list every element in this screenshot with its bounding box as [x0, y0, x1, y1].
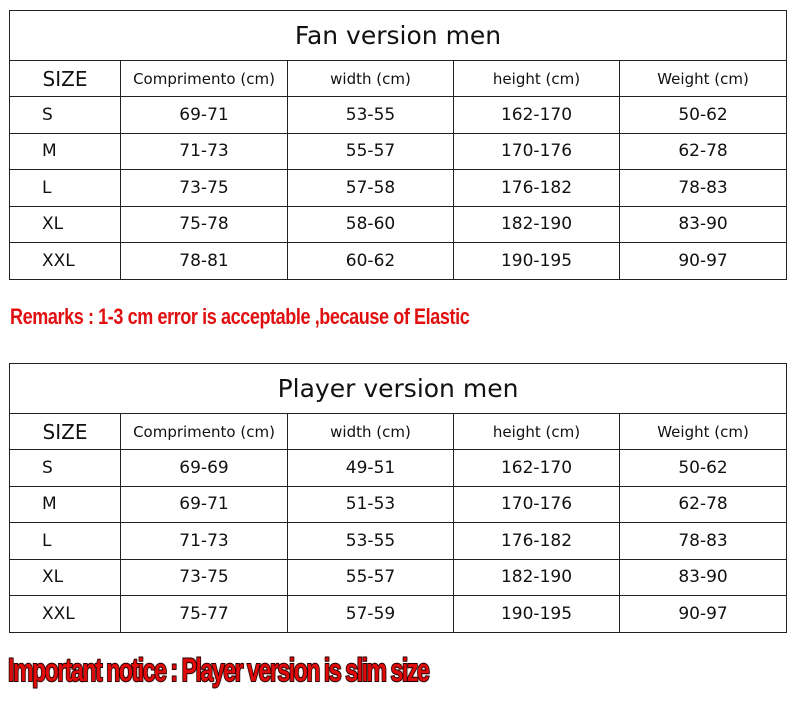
value-cell: 55-57: [287, 558, 454, 596]
column-header: height (cm): [453, 413, 620, 450]
value-cell: 83-90: [618, 558, 788, 596]
size-cell: L: [9, 522, 121, 560]
value-cell: 190-195: [453, 595, 620, 633]
table-row: S 69-69 49-51 162-170 50-62: [9, 449, 788, 487]
value-cell: 51-53: [287, 485, 454, 523]
player-size-table: Player version men SIZE Comprimento (cm) wi…: [8, 363, 788, 633]
table-row: XXL 78-81 60-62 190-195 90-97: [9, 242, 788, 280]
table-row: XL 75-78 58-60 182-190 83-90: [9, 205, 788, 243]
value-cell: 62-78: [618, 485, 788, 523]
value-cell: 50-62: [618, 96, 788, 134]
column-header: Comprimento (cm): [120, 413, 288, 450]
size-cell: S: [9, 449, 121, 487]
size-cell: S: [9, 96, 121, 134]
value-cell: 170-176: [453, 132, 620, 170]
value-cell: 75-77: [120, 595, 288, 633]
column-header: height (cm): [453, 60, 620, 97]
header-row: SIZE Comprimento (cm) width (cm) height (cm…: [9, 60, 788, 97]
column-header: SIZE: [9, 413, 121, 450]
value-cell: 73-75: [120, 558, 288, 596]
size-cell: XXL: [9, 595, 121, 633]
value-cell: 182-190: [453, 205, 620, 243]
remarks-text: Remarks : 1-3 cm error is acceptable ,be…: [10, 304, 470, 329]
table-row: L 73-75 57-58 176-182 78-83: [9, 169, 788, 207]
value-cell: 190-195: [453, 242, 620, 280]
value-cell: 69-69: [120, 449, 288, 487]
value-cell: 73-75: [120, 169, 288, 207]
size-cell: M: [9, 485, 121, 523]
value-cell: 78-83: [618, 522, 788, 560]
column-header: width (cm): [287, 60, 454, 97]
column-header: Comprimento (cm): [120, 60, 288, 97]
value-cell: 60-62: [287, 242, 454, 280]
value-cell: 176-182: [453, 169, 620, 207]
value-cell: 69-71: [120, 96, 288, 134]
size-cell: L: [9, 169, 121, 207]
size-cell: XXL: [9, 242, 121, 280]
value-cell: 62-78: [618, 132, 788, 170]
value-cell: 78-81: [120, 242, 288, 280]
size-cell: XL: [9, 558, 121, 596]
column-header: Weight (cm): [618, 413, 788, 450]
value-cell: 49-51: [287, 449, 454, 487]
value-cell: 78-83: [618, 169, 788, 207]
value-cell: 182-190: [453, 558, 620, 596]
column-header: Weight (cm): [618, 60, 788, 97]
size-cell: XL: [9, 205, 121, 243]
table-title: Fan version men: [8, 10, 788, 61]
value-cell: 71-73: [120, 132, 288, 170]
table-row: S 69-71 53-55 162-170 50-62: [9, 96, 788, 134]
column-header: SIZE: [9, 60, 121, 97]
value-cell: 75-78: [120, 205, 288, 243]
table-row: M 69-71 51-53 170-176 62-78: [9, 485, 788, 523]
table-row: M 71-73 55-57 170-176 62-78: [9, 132, 788, 170]
value-cell: 71-73: [120, 522, 288, 560]
value-cell: 55-57: [287, 132, 454, 170]
table-title: Player version men: [8, 363, 788, 414]
important-notice: Important notice : Player version is sli…: [7, 651, 430, 689]
value-cell: 50-62: [618, 449, 788, 487]
value-cell: 176-182: [453, 522, 620, 560]
value-cell: 53-55: [287, 522, 454, 560]
value-cell: 57-58: [287, 169, 454, 207]
value-cell: 162-170: [453, 449, 620, 487]
value-cell: 162-170: [453, 96, 620, 134]
table-row: XXL 75-77 57-59 190-195 90-97: [9, 595, 788, 633]
table-row: L 71-73 53-55 176-182 78-83: [9, 522, 788, 560]
value-cell: 58-60: [287, 205, 454, 243]
value-cell: 53-55: [287, 96, 454, 134]
value-cell: 83-90: [618, 205, 788, 243]
value-cell: 69-71: [120, 485, 288, 523]
table-row: XL 73-75 55-57 182-190 83-90: [9, 558, 788, 596]
value-cell: 90-97: [618, 242, 788, 280]
value-cell: 90-97: [618, 595, 788, 633]
value-cell: 170-176: [453, 485, 620, 523]
size-cell: M: [9, 132, 121, 170]
value-cell: 57-59: [287, 595, 454, 633]
fan-size-table: Fan version men SIZE Comprimento (cm) width…: [8, 10, 788, 280]
header-row: SIZE Comprimento (cm) width (cm) height (cm…: [9, 413, 788, 450]
column-header: width (cm): [287, 413, 454, 450]
